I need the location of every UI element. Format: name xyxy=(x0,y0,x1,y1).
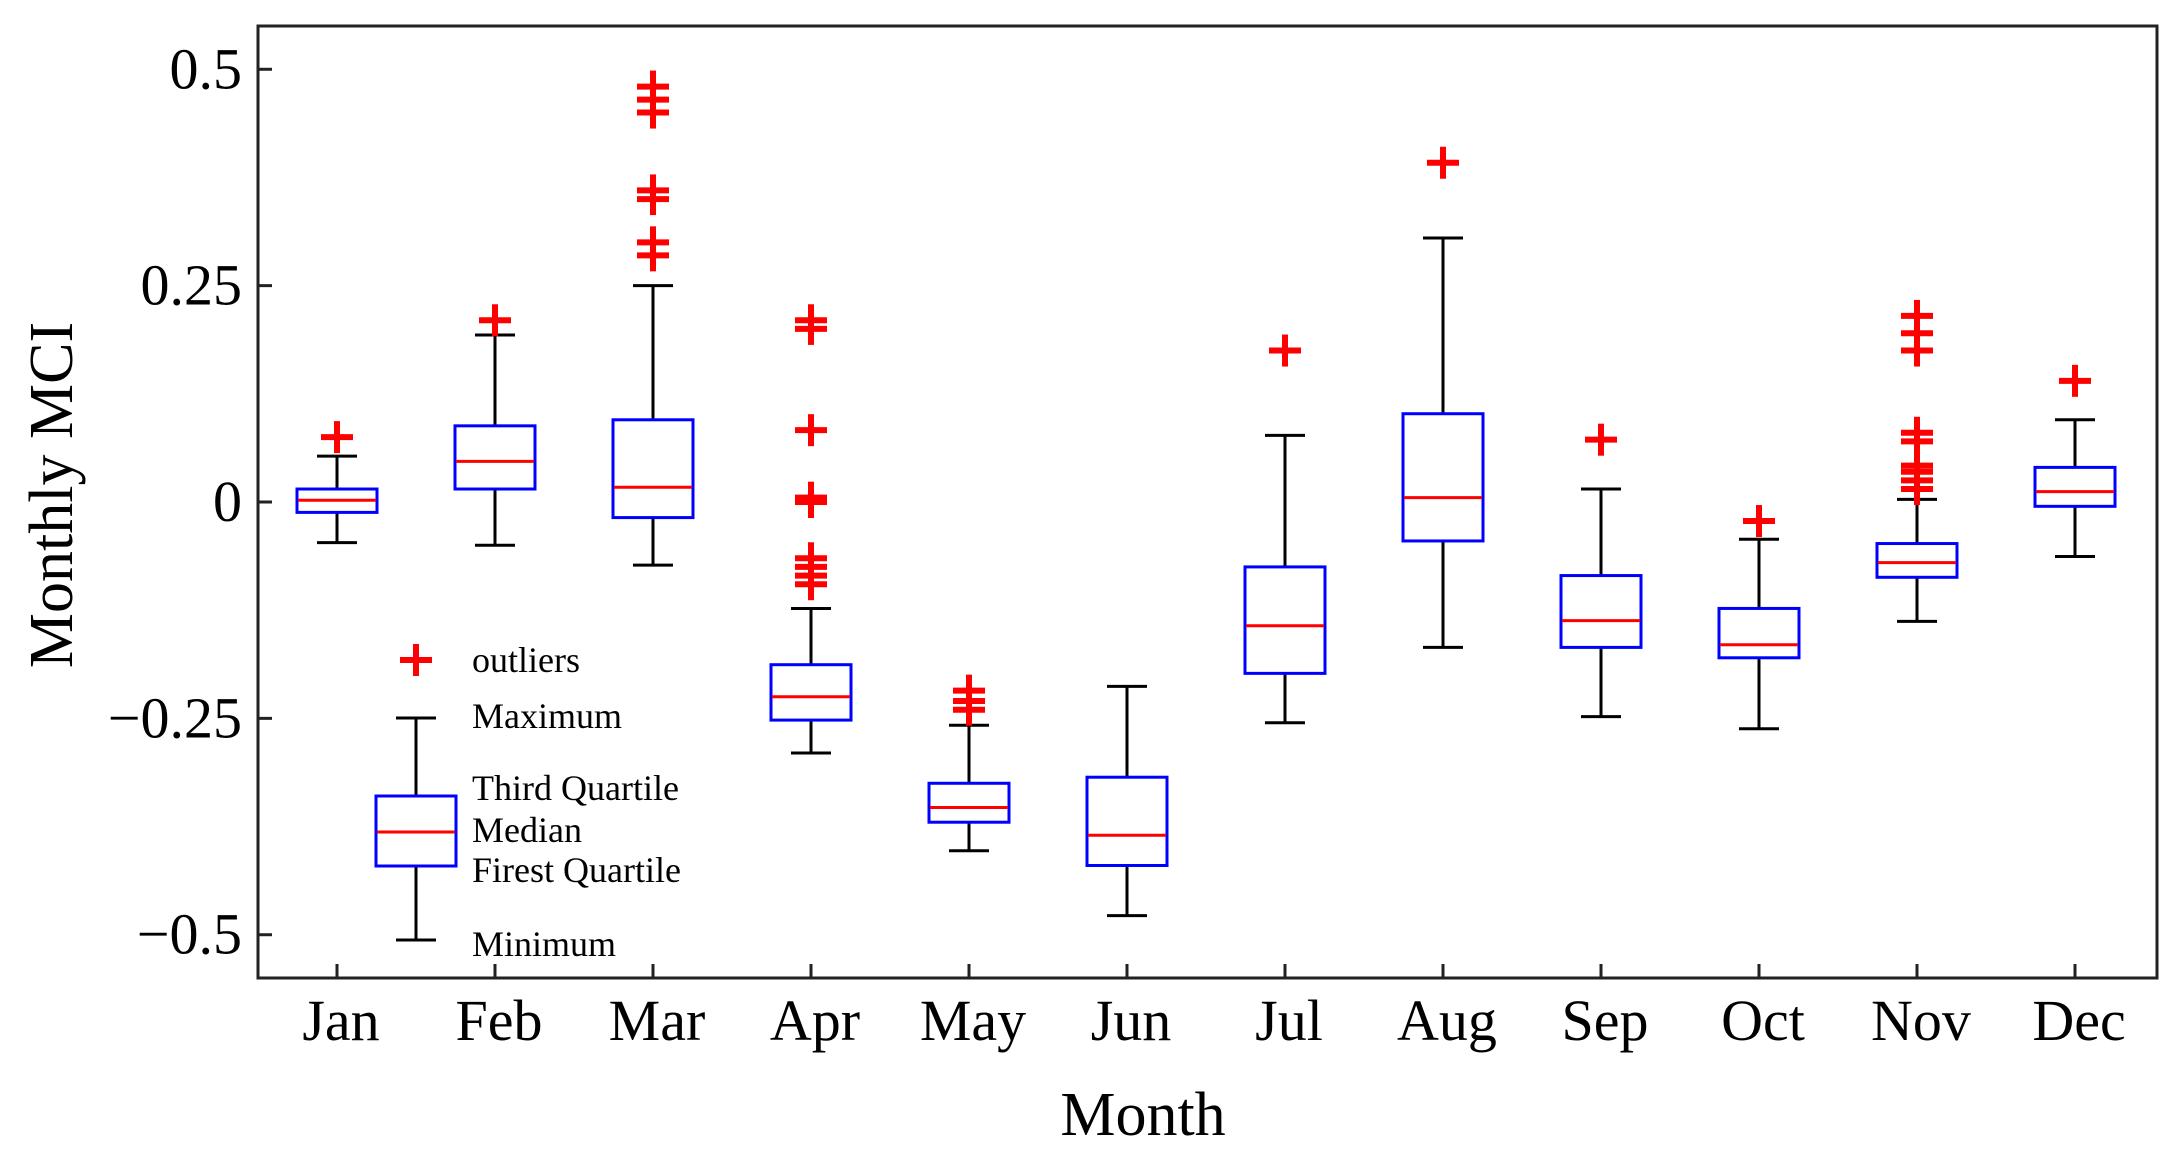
box-jan xyxy=(295,421,379,545)
outlier-oct-0 xyxy=(1743,505,1775,538)
legend-label-median: Median xyxy=(472,810,582,850)
legend-label-maximum: Maximum xyxy=(472,696,622,736)
y-tick-label-0: 0.5 xyxy=(170,36,243,101)
box-nov xyxy=(1875,299,1959,623)
x-tick-label-apr: Apr xyxy=(770,988,860,1053)
outlier-nov-5 xyxy=(1901,416,1933,449)
box-sep xyxy=(1559,423,1643,719)
x-tick-label-sep: Sep xyxy=(1562,988,1649,1053)
outlier-may-2 xyxy=(953,674,985,707)
outlier-apr-5 xyxy=(795,481,827,514)
legend-label-first-quartile: Firest Quartile xyxy=(472,850,681,890)
outlier-mar-6 xyxy=(637,70,669,103)
box-jun xyxy=(1085,684,1169,918)
iqr-box-mar xyxy=(611,418,695,520)
iqr-box-jun xyxy=(1085,775,1169,867)
outlier-jan-0 xyxy=(321,421,353,454)
legend-label-minimum: Minimum xyxy=(472,924,616,964)
y-tick-label-2: 0 xyxy=(213,469,242,534)
iqr-box-oct xyxy=(1717,606,1801,660)
outlier-nov-8 xyxy=(1901,299,1933,332)
box-dec xyxy=(2033,364,2117,559)
iqr-box-aug xyxy=(1401,412,1485,543)
outlier-dec-0 xyxy=(2059,364,2091,397)
box-jul xyxy=(1243,334,1327,725)
iqr-box-jul xyxy=(1243,565,1327,675)
legend-outlier-marker xyxy=(400,644,432,676)
y-tick-label-3: −0.25 xyxy=(108,685,242,750)
legend: outliers Maximum Third QuartileMedianFires… xyxy=(374,640,681,964)
box-oct xyxy=(1717,505,1801,731)
y-tick-label-4: −0.5 xyxy=(137,902,242,967)
iqr-box-sep xyxy=(1559,574,1643,649)
x-tick-label-aug: Aug xyxy=(1397,988,1497,1053)
outlier-mar-3 xyxy=(637,174,669,207)
y-axis-title: Monthly MCI xyxy=(18,322,86,668)
iqr-box-dec xyxy=(2033,465,2117,508)
y-tick-label-1: 0.25 xyxy=(141,253,243,318)
iqr-box-may xyxy=(927,781,1011,824)
legend-label-third-quartile: Third Quartile xyxy=(472,768,679,808)
x-tick-label-jul: Jul xyxy=(1255,988,1323,1053)
iqr-box-jan xyxy=(295,487,379,514)
outlier-jul-0 xyxy=(1269,334,1301,367)
box-feb xyxy=(453,304,537,547)
outlier-aug-0 xyxy=(1427,146,1459,179)
x-tick-label-may: May xyxy=(920,988,1026,1053)
iqr-box-feb xyxy=(453,424,537,491)
box-may xyxy=(927,674,1011,853)
x-tick-label-oct: Oct xyxy=(1721,988,1805,1053)
outlier-apr-6 xyxy=(795,414,827,447)
legend-label-outliers: outliers xyxy=(472,640,580,680)
x-tick-label-jan: Jan xyxy=(302,988,379,1053)
outlier-sep-0 xyxy=(1585,423,1617,456)
axes: 0.5 0.25 0 −0.25 −0.5 Jan Feb Mar Apr May Jun Jul Au… xyxy=(108,24,2159,1053)
x-tick-label-mar: Mar xyxy=(609,988,706,1053)
outlier-mar-1 xyxy=(637,226,669,259)
legend-box xyxy=(374,794,458,868)
box-apr xyxy=(769,304,853,755)
plot-area xyxy=(295,70,2117,918)
iqr-box-apr xyxy=(769,663,853,722)
x-axis-title: Month xyxy=(1060,1081,1225,1149)
outlier-apr-3 xyxy=(795,542,827,575)
x-tick-label-dec: Dec xyxy=(2032,988,2125,1053)
x-tick-label-feb: Feb xyxy=(456,988,543,1053)
outlier-feb-0 xyxy=(479,304,511,337)
x-tick-label-jun: Jun xyxy=(1091,988,1172,1053)
x-tick-label-nov: Nov xyxy=(1871,988,1971,1053)
box-aug xyxy=(1401,146,1485,649)
outlier-apr-8 xyxy=(795,304,827,337)
iqr-box-nov xyxy=(1875,542,1959,579)
box-mar xyxy=(611,70,695,567)
